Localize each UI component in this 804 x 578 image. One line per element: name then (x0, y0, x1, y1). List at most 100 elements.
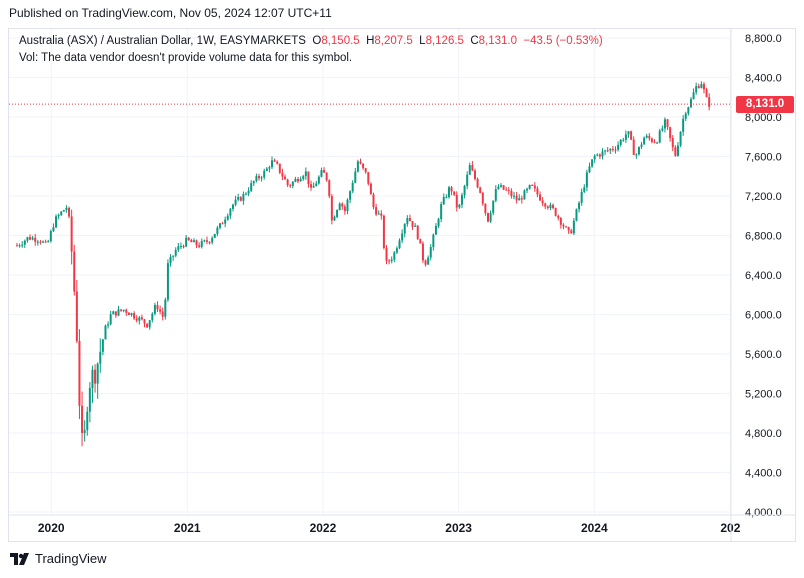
candle-body (91, 369, 94, 389)
candle-body (585, 172, 588, 188)
candle-body (271, 160, 274, 168)
legend-close: 8,131.0 (478, 35, 518, 47)
candle-body (658, 130, 661, 143)
tradingview-logo-icon (10, 552, 29, 565)
y-tick-label: 6,400.0 (745, 270, 782, 282)
candle-body (565, 226, 568, 228)
candle-body (643, 137, 646, 145)
candle-body (692, 92, 695, 100)
y-tick-label: 7,600.0 (745, 152, 782, 164)
candle-body (526, 188, 529, 191)
candle-body (107, 324, 110, 326)
candle-body (343, 206, 346, 212)
candle-body (518, 198, 521, 201)
candle-body (122, 309, 125, 311)
candle-body (481, 192, 484, 204)
candle-body (380, 213, 383, 216)
candle-body (575, 209, 578, 221)
candle-body (226, 215, 229, 220)
candle-body (432, 234, 435, 248)
x-tick-label: 2020 (38, 521, 65, 535)
candle-body (148, 320, 151, 328)
candle-body (429, 247, 432, 258)
candle-body (187, 237, 190, 241)
candle-body (166, 263, 169, 300)
candle-body (336, 209, 339, 217)
candle-body (140, 317, 143, 320)
candle-body (578, 202, 581, 210)
candle-body (591, 159, 594, 167)
candle-body (479, 187, 482, 193)
y-tick-label: 8,400.0 (745, 73, 782, 85)
candle-body (75, 291, 78, 342)
candle-body (437, 219, 440, 226)
candle-body (630, 131, 633, 140)
candle-body (234, 199, 237, 205)
candle-body (611, 148, 614, 150)
candle-body (424, 260, 427, 265)
tradingview-brand[interactable]: TradingView (10, 551, 107, 566)
candle-body (294, 178, 297, 182)
candle-body (445, 197, 448, 199)
candle-body (588, 166, 591, 173)
candle-body (317, 176, 320, 184)
candle-body (65, 207, 68, 211)
candle-body (695, 86, 698, 93)
legend-change: −43.5 (−0.53%) (523, 35, 603, 47)
candle-body (653, 141, 656, 143)
candle-body (440, 204, 443, 220)
y-tick-label: 6,000.0 (745, 310, 782, 322)
candle-body (312, 186, 315, 188)
candle-body (52, 227, 55, 232)
candle-body (73, 251, 76, 292)
candle-body (414, 225, 417, 227)
candle-body (26, 237, 29, 241)
candle-body (476, 178, 479, 188)
candle-body (250, 183, 253, 191)
y-tick-label: 4,000.0 (745, 507, 782, 519)
candle-body (192, 240, 195, 243)
candle-body (663, 119, 666, 129)
candle-body (520, 198, 523, 200)
candle-body (661, 128, 664, 131)
candle-body (205, 240, 208, 242)
candle-body (502, 185, 505, 190)
candle-body (299, 179, 302, 182)
legend-high-label: H (366, 35, 375, 47)
candle-body (221, 223, 224, 225)
candle-body (635, 154, 638, 156)
candle-body (143, 319, 146, 324)
candle-body (455, 194, 458, 208)
candle-body (263, 170, 266, 178)
candle-body (96, 363, 99, 384)
candle-body (34, 237, 37, 242)
candle-body (323, 170, 326, 173)
candle-body (239, 197, 242, 201)
candle-body (359, 161, 362, 164)
candle-body (398, 240, 401, 249)
candle-body (130, 313, 133, 315)
candle-body (708, 97, 711, 107)
candle-body (419, 238, 422, 244)
legend-open-label: O (312, 35, 322, 47)
y-tick-label: 4,800.0 (745, 428, 782, 440)
candle-body (83, 430, 86, 433)
candle-body (604, 150, 607, 152)
candle-body (320, 170, 323, 177)
candle-body (596, 154, 599, 156)
candle-body (68, 207, 71, 217)
candle-body (544, 203, 547, 207)
candle-body (624, 134, 627, 140)
candle-body (572, 220, 575, 234)
candle-body (466, 174, 469, 187)
candle-body (161, 311, 164, 317)
candle-body (598, 154, 601, 157)
candle-body (333, 216, 336, 221)
candle-body (367, 172, 370, 184)
legend-low: 8,126.5 (425, 35, 464, 47)
candle-body (146, 323, 149, 328)
candle-body (648, 135, 651, 139)
chart-legend: Australia (ASX) / Australian Dollar, 1W,… (19, 35, 603, 47)
candle-body (411, 221, 414, 227)
